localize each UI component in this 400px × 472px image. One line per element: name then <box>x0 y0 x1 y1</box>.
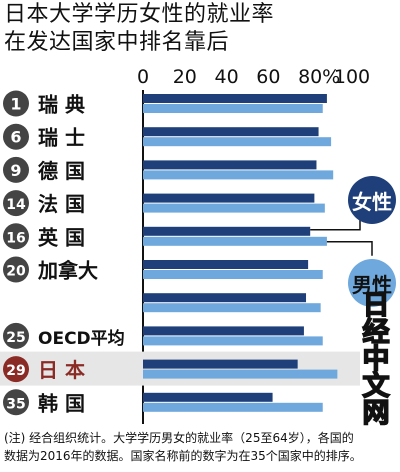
nikkei-chinese-watermark: 日经中文网 <box>354 290 398 429</box>
country-name: 瑞 士 <box>38 126 85 150</box>
rank-number: 14 <box>6 197 26 213</box>
rank-number: 29 <box>6 363 25 379</box>
bar-female <box>143 260 309 269</box>
legend-male-leader <box>326 241 373 256</box>
x-tick-label: 60 <box>256 66 280 88</box>
country-name: 英 国 <box>38 225 85 249</box>
bar-male <box>143 336 323 346</box>
chart-title-line-1: 日本大学学历女性的就业率 <box>4 2 275 27</box>
x-tick-label: 40 <box>215 66 239 88</box>
legend-female-badge <box>348 176 396 224</box>
x-tick-label: 80 <box>298 66 322 88</box>
bar-male <box>143 402 323 412</box>
rank-badge <box>3 356 29 383</box>
watermark-char: 文 <box>362 371 391 402</box>
legend-male-label: 男性 <box>352 273 392 297</box>
rank-number: 35 <box>6 396 25 412</box>
legend-female-label: 女性 <box>352 190 392 214</box>
rank-badge <box>3 123 29 150</box>
rank-badge <box>3 322 29 349</box>
bar-female <box>143 226 311 236</box>
footnote-line-2: 数据为2016年的数据。国家名称前的数字为在35个国家中的排序。 <box>4 449 362 463</box>
bar-female <box>143 359 298 369</box>
bar-male <box>143 137 332 147</box>
watermark-char: 经 <box>362 317 391 348</box>
rank-badge <box>3 389 29 416</box>
rank-badge <box>3 223 29 250</box>
bar-male <box>143 203 325 213</box>
country-name: 法 国 <box>38 192 85 216</box>
x-tick-label: 100 <box>334 66 370 88</box>
bar-chart: 0 20 40 60 80 100% 1 瑞 典 6 瑞 士 9 德 国 14 法 国 16 英 国 20 加拿大… <box>0 66 396 424</box>
footnote-line-1: (注) 经合组织统计。大学学历男女的就业率（25至64岁），各国的 <box>4 431 354 445</box>
bar-female <box>143 326 304 336</box>
legend-female-leader <box>310 213 361 231</box>
bar-male <box>143 369 338 379</box>
country-name: 日 本 <box>38 358 85 382</box>
country-name: 德 国 <box>38 159 85 183</box>
rank-number: 25 <box>6 330 25 346</box>
bar-male <box>143 303 321 313</box>
rank-badge <box>3 90 29 117</box>
watermark-char: 日 <box>362 290 391 321</box>
country-name: OECD平均 <box>38 328 125 349</box>
x-tick-label: 20 <box>173 66 197 88</box>
rank-badge <box>3 256 29 283</box>
bar-male <box>143 236 327 246</box>
x-tick-label: 0 <box>137 66 149 88</box>
x-axis-unit: % <box>322 66 340 88</box>
watermark-char: 中 <box>362 344 391 375</box>
country-name: 韩 国 <box>38 391 85 415</box>
legend-male-badge <box>348 259 396 307</box>
rank-number: 1 <box>10 95 21 114</box>
country-name: 加拿大 <box>37 259 98 283</box>
rank-badge <box>3 190 29 217</box>
bar-female <box>143 160 317 170</box>
bar-female <box>143 193 315 203</box>
bar-female <box>143 94 327 103</box>
rank-number: 20 <box>6 264 26 280</box>
bar-male <box>143 170 334 180</box>
chart-title-line-2: 在发达国家中排名靠后 <box>4 30 230 55</box>
bar-female <box>143 127 319 137</box>
bar-male <box>143 270 323 279</box>
watermark-char: 网 <box>362 398 391 429</box>
rank-number: 6 <box>10 128 21 147</box>
rank-number: 16 <box>6 230 25 246</box>
bar-female <box>143 293 307 303</box>
bar-female <box>143 392 273 402</box>
bar-male <box>143 104 323 113</box>
rank-badge <box>3 156 29 183</box>
country-name: 瑞 典 <box>38 93 85 117</box>
rank-number: 9 <box>10 161 21 180</box>
